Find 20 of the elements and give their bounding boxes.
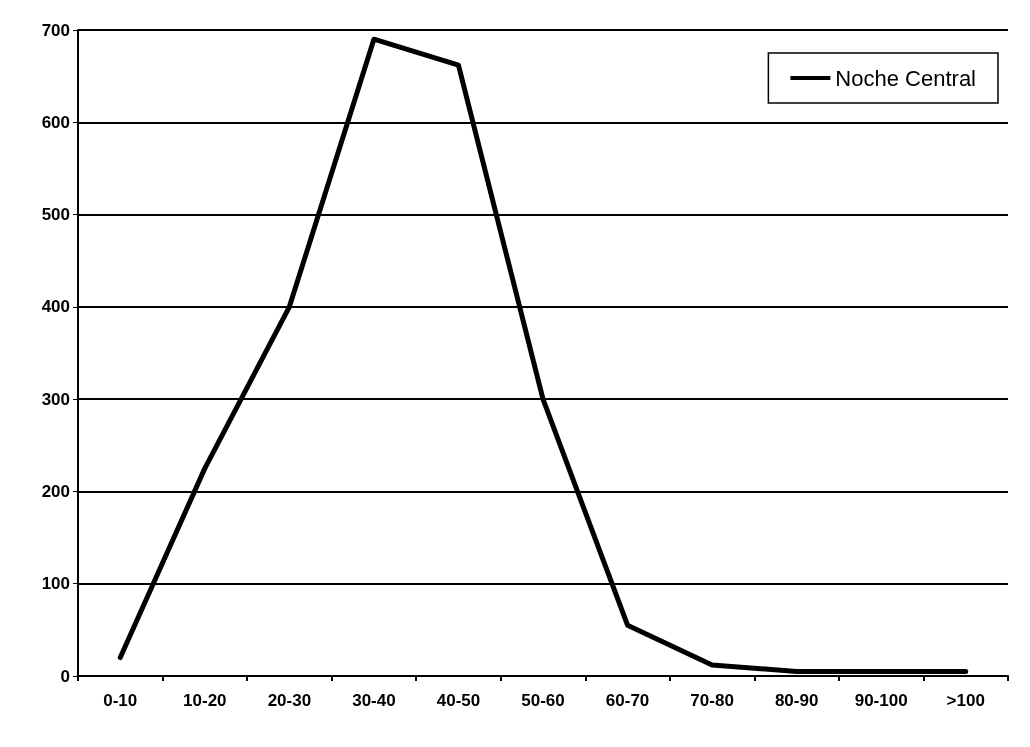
x-tick-label: 80-90 — [774, 691, 819, 710]
y-tick-label: 100 — [41, 574, 70, 594]
y-tick-label: 500 — [41, 205, 70, 225]
legend-label: Noche Central — [835, 65, 977, 91]
y-tick-label: 600 — [41, 112, 70, 132]
x-tick-label: 50-60 — [521, 691, 565, 710]
x-tick-label: 0-10 — [103, 691, 138, 710]
x-tick-label: 20-30 — [267, 691, 312, 710]
y-tick-label: 400 — [41, 297, 70, 317]
y-tick-label: 0 — [60, 666, 70, 686]
x-tick-label: 40-50 — [436, 691, 481, 710]
y-tick-label: 200 — [41, 481, 70, 501]
x-tick-label: >100 — [946, 691, 985, 710]
x-tick-label: 90-100 — [854, 691, 908, 710]
x-tick-label: 30-40 — [352, 691, 396, 710]
x-tick-label: 10-20 — [183, 691, 227, 710]
y-tick-label: 700 — [41, 20, 70, 40]
y-tick-label: 300 — [41, 389, 70, 409]
x-tick-label: 70-80 — [690, 691, 734, 710]
x-tick-label: 60-70 — [605, 691, 650, 710]
